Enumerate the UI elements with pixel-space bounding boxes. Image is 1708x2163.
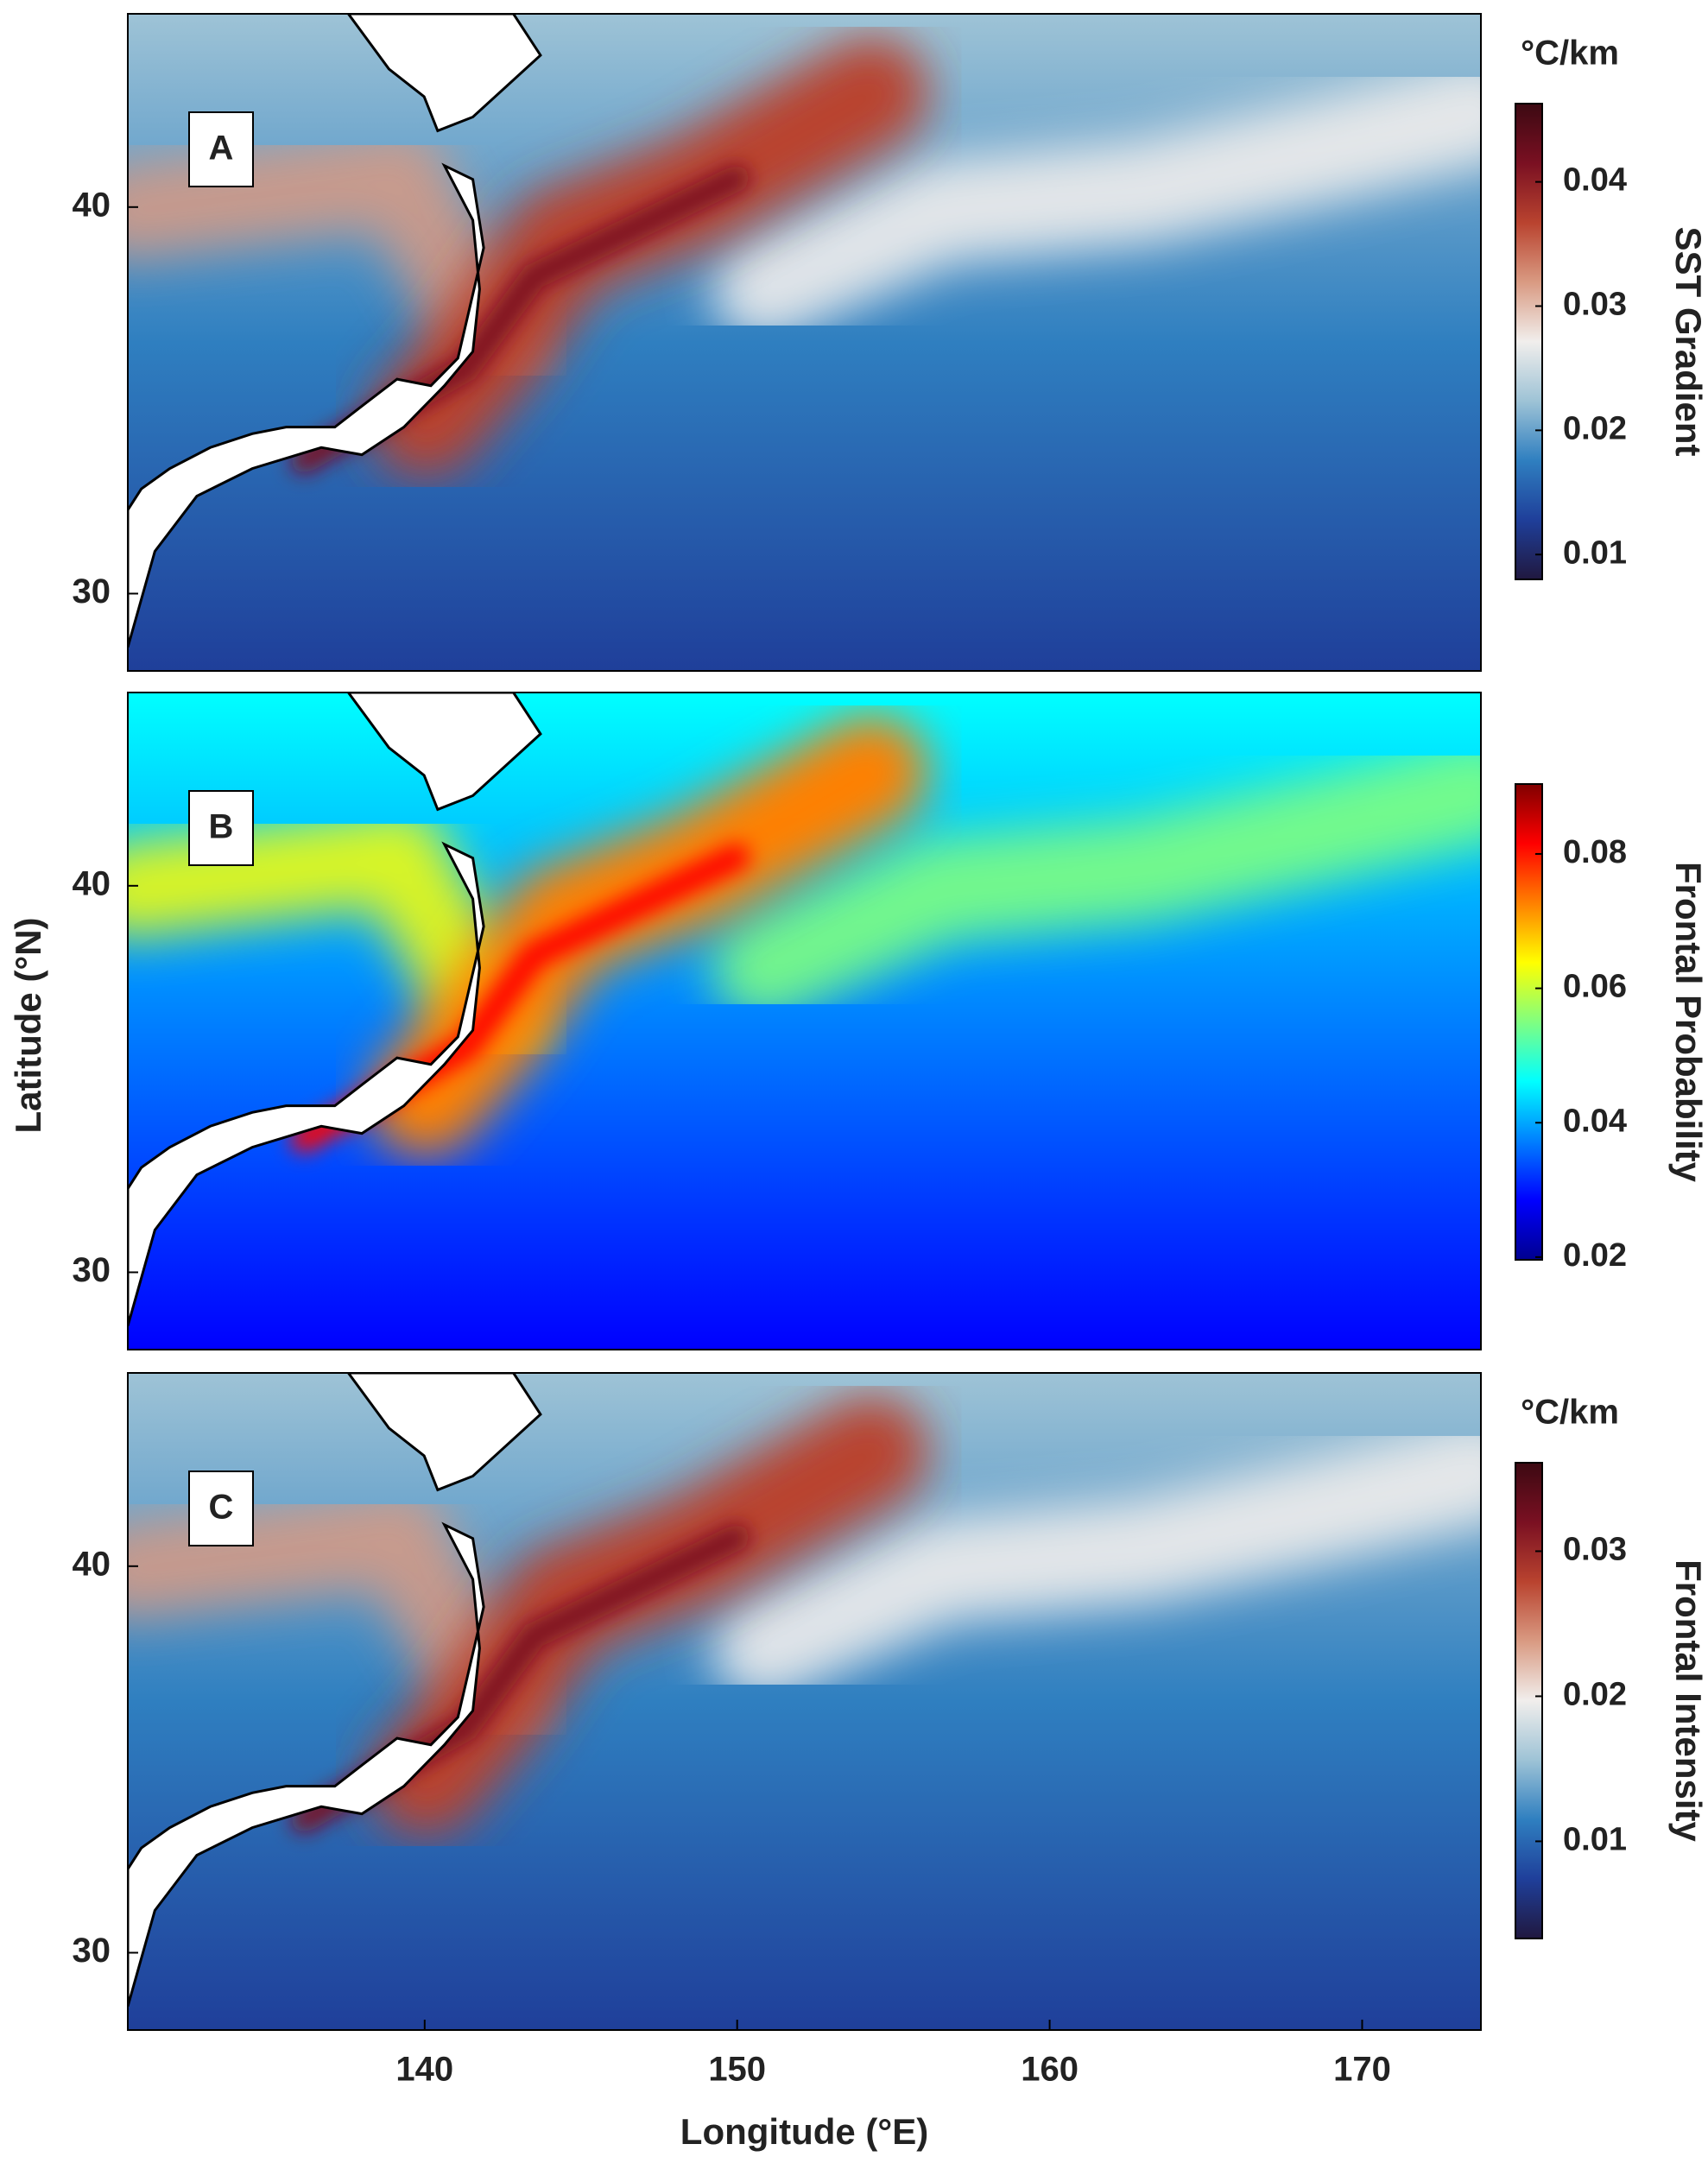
colorbar-tick-label: 0.03 xyxy=(1563,1532,1627,1568)
colorbar-tick-label: 0.08 xyxy=(1563,834,1627,870)
map-field xyxy=(128,693,1481,1350)
x-tick-label: 170 xyxy=(1333,2051,1391,2089)
colorbar-tick-label: 0.02 xyxy=(1563,1676,1627,1712)
panel-label: A xyxy=(209,130,234,168)
colorbar-tick-label: 0.03 xyxy=(1563,287,1627,323)
land xyxy=(128,1521,485,2008)
x-tick-label: 160 xyxy=(1021,2051,1079,2089)
front-band xyxy=(712,1420,1481,1701)
front-band xyxy=(712,60,1481,342)
plot-frame xyxy=(127,1372,1482,2031)
panel-label-box xyxy=(188,1470,254,1546)
x-tick-label: 150 xyxy=(708,2051,766,2089)
colorbar-tick-label: 0.01 xyxy=(1563,534,1627,571)
y-tick-label: 30 xyxy=(73,1251,111,1289)
x-tick-label: 140 xyxy=(395,2051,453,2089)
colorbar-tick-label: 0.06 xyxy=(1563,969,1627,1005)
plot-frame xyxy=(127,692,1482,1350)
y-tick-label: 30 xyxy=(73,572,111,610)
panel-label: B xyxy=(209,808,234,846)
land xyxy=(346,693,542,812)
land xyxy=(128,841,485,1327)
y-tick-label: 40 xyxy=(73,864,111,902)
panel-label-box xyxy=(188,790,254,866)
colorbar-label: SST Gradient xyxy=(1668,226,1708,456)
front-band xyxy=(712,739,1481,1021)
map-field xyxy=(128,14,1481,671)
colorbar-tick-label: 0.04 xyxy=(1563,162,1627,199)
colorbar-title: °C/km xyxy=(1521,1394,1619,1432)
panel-label-box xyxy=(188,111,254,187)
colorbar xyxy=(1515,783,1543,1261)
front-band xyxy=(128,1486,541,1749)
land xyxy=(346,1373,542,1492)
y-tick-label: 40 xyxy=(73,1545,111,1583)
colorbar xyxy=(1515,1462,1543,1939)
front-band xyxy=(128,806,541,1069)
front-band xyxy=(128,127,541,390)
colorbar-title: °C/km xyxy=(1521,35,1619,73)
colorbar-tick-label: 0.01 xyxy=(1563,1821,1627,1857)
land xyxy=(346,14,542,133)
colorbar-tick-label: 0.02 xyxy=(1563,1237,1627,1274)
colorbar xyxy=(1515,103,1543,580)
panel-label: C xyxy=(209,1489,234,1527)
plot-frame xyxy=(127,13,1482,672)
colorbar-label: Frontal Probability xyxy=(1668,862,1708,1183)
y-axis-label: Latitude (°N) xyxy=(8,917,48,1133)
y-tick-label: 40 xyxy=(73,186,111,224)
map-field xyxy=(128,1373,1481,2030)
x-axis-label: Longitude (°E) xyxy=(680,2111,928,2152)
y-tick-label: 30 xyxy=(73,1932,111,1970)
land xyxy=(128,162,485,648)
colorbar-label: Frontal Intensity xyxy=(1668,1559,1708,1842)
colorbar-tick-label: 0.04 xyxy=(1563,1103,1627,1139)
colorbar-tick-label: 0.02 xyxy=(1563,410,1627,446)
